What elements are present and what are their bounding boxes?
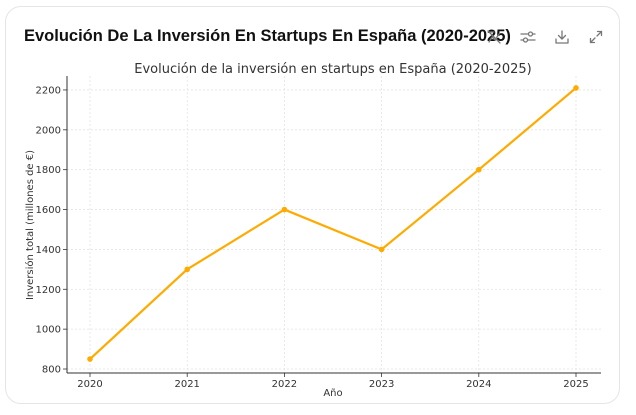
- x-axis-ticks: 2020 2021 2022 2023 2024 2025: [77, 373, 589, 390]
- data-point: [87, 356, 93, 362]
- y-tick-label: 800: [42, 365, 61, 376]
- expand-icon: [589, 30, 603, 44]
- y-tick-label: 1000: [36, 325, 61, 336]
- download-icon: [555, 30, 569, 44]
- y-tick-label: 1800: [36, 165, 61, 176]
- data-point: [573, 85, 579, 91]
- y-tick-label: 2200: [36, 85, 61, 96]
- data-point: [476, 166, 482, 173]
- x-tick-label: 2025: [563, 379, 588, 390]
- x-tick-label: 2023: [369, 379, 394, 390]
- chart-card: Evolución De La Inversión En Startups En…: [5, 6, 620, 404]
- card-title: Evolución De La Inversión En Startups En…: [24, 27, 511, 45]
- y-axis-ticks: 800 1000 1200 1400 1600 1800 2000 2200: [36, 85, 67, 376]
- axes: [66, 76, 601, 374]
- x-tick-label: 2021: [174, 379, 199, 390]
- series-line: [89, 87, 577, 360]
- data-point: [281, 206, 288, 213]
- y-axis-label: Inversión total (millones de €): [24, 150, 36, 300]
- x-tick-label: 2024: [466, 379, 491, 390]
- sliders-icon: [520, 31, 536, 43]
- chart-title: Evolución de la inversión en startups en…: [134, 62, 531, 77]
- download-button[interactable]: [552, 27, 572, 47]
- y-tick-label: 2000: [36, 125, 61, 136]
- settings-button[interactable]: [518, 27, 538, 47]
- x-axis-label: Año: [323, 388, 342, 399]
- y-tick-label: 1200: [36, 285, 61, 296]
- chart-toolbar: [484, 27, 606, 47]
- y-tick-label: 1400: [36, 245, 61, 256]
- data-point: [378, 246, 385, 253]
- data-point: [184, 266, 190, 273]
- y-tick-label: 1600: [36, 205, 61, 216]
- grid: [67, 76, 601, 373]
- x-tick-label: 2022: [272, 379, 297, 390]
- chart-type-toggle-button[interactable]: [484, 27, 504, 47]
- chart-off-icon: [487, 30, 501, 44]
- expand-button[interactable]: [586, 27, 606, 47]
- series: [87, 85, 579, 362]
- x-tick-label: 2020: [77, 379, 102, 390]
